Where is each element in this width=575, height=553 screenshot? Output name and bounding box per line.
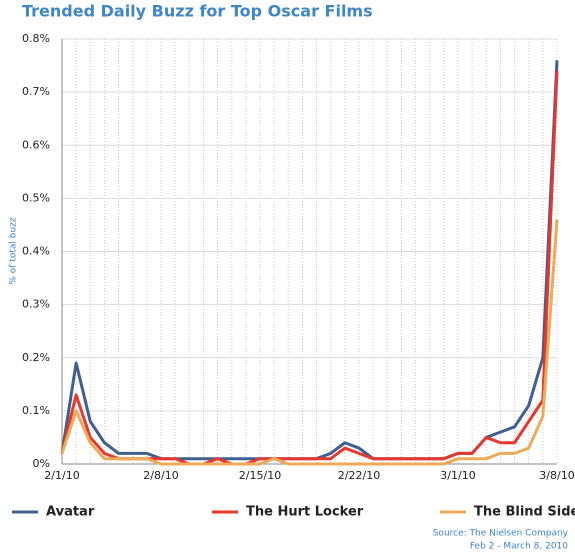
legend-label: The Blind Side (474, 505, 575, 520)
y-tick-label: 0.1% (22, 404, 50, 417)
x-tick-label: 2/8/10 (143, 469, 178, 482)
y-tick-label: 0.5% (22, 191, 50, 204)
legend-label: The Hurt Locker (246, 505, 364, 520)
source-note: Source: The Nielsen Company (433, 529, 569, 539)
x-tick-label: 2/1/10 (44, 469, 79, 482)
chart-title: Trended Daily Buzz for Top Oscar Films (22, 2, 373, 21)
y-tick-label: 0.4% (22, 245, 50, 258)
x-tick-label: 2/15/10 (239, 469, 281, 482)
x-tick-label: 3/1/10 (440, 469, 475, 482)
x-tick-label: 3/8/10 (539, 469, 574, 482)
y-tick-label: 0% (33, 457, 50, 470)
source-note: Feb 2 - March 8, 2010 (470, 542, 568, 552)
y-tick-label: 0.3% (22, 298, 50, 311)
y-tick-label: 0.8% (22, 32, 50, 45)
series-line (60, 60, 559, 461)
x-tick-label: 2/22/10 (338, 469, 380, 482)
legend-label: Avatar (46, 505, 95, 520)
y-axis-label: % of total buzz (9, 217, 19, 285)
y-tick-label: 0.7% (22, 85, 50, 98)
y-tick-label: 0.2% (22, 351, 50, 364)
series-line (60, 70, 559, 466)
series-line (60, 219, 559, 466)
y-tick-label: 0.6% (22, 138, 50, 151)
